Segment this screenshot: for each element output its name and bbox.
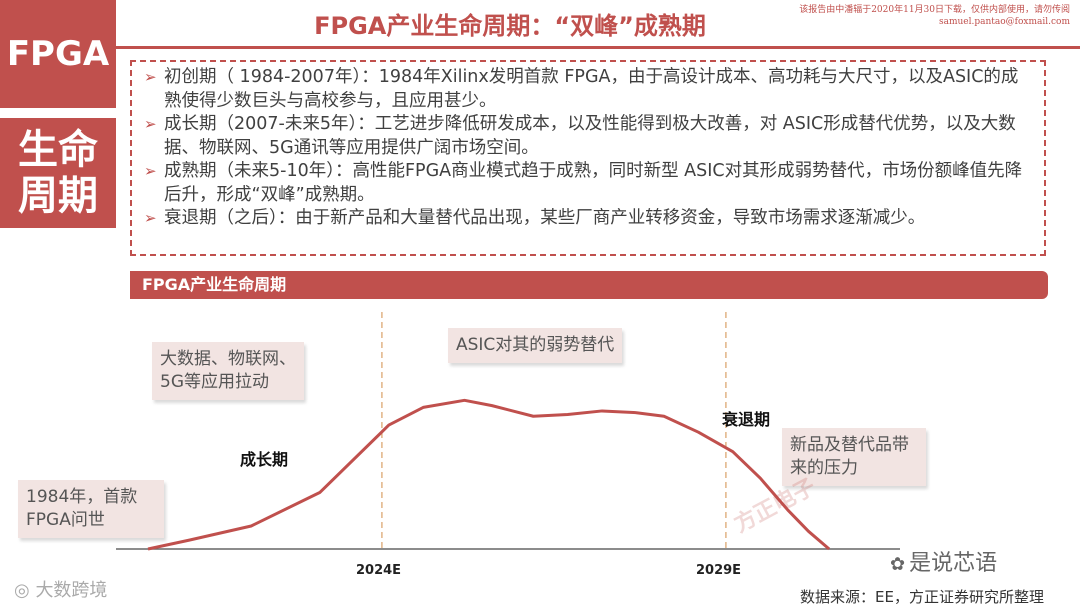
note-new-products: 新品及替代品带来的压力 xyxy=(782,428,926,486)
phase-description-box: ➢ 初创期（ 1984-2007年）：1984年Xilinx发明首款 FPGA，由… xyxy=(130,60,1046,256)
note-start: 1984年，首款FPGA问世 xyxy=(18,480,164,538)
bullet-startup-text: 初创期（ 1984-2007年）：1984年Xilinx发明首款 FPGA，由于… xyxy=(164,67,1019,111)
data-source: 数据来源：EE，方正证券研究所整理 xyxy=(800,588,1044,606)
sidebar-lifecycle-label: 生命 周期 xyxy=(0,118,116,228)
sidebar-lifecycle-line2: 周期 xyxy=(18,173,98,219)
lifecycle-line-0 xyxy=(147,398,831,551)
title-divider xyxy=(116,46,1080,49)
wechat-icon: ✿ xyxy=(890,554,906,575)
arrow-icon: ➢ xyxy=(144,162,157,180)
arrow-icon: ➢ xyxy=(144,115,157,133)
x-tick-2024e: 2024E xyxy=(356,563,402,578)
bullet-decline: ➢ 衰退期（之后）：由于新产品和大量替代品出现，某些厂商产业转移资金，导致市场需求… xyxy=(144,207,1032,231)
sidebar-fpga-label: FPGA xyxy=(0,0,116,108)
download-watermark: 该报告由中潘辐于2020年11月30日下载，仅供内部使用，请勿传阅 samuel… xyxy=(799,4,1070,28)
note-growth-driver: 大数据、物联网、5G等应用拉动 xyxy=(152,342,304,400)
sidebar-lifecycle-line1: 生命 xyxy=(18,127,98,173)
phase-label-decline: 衰退期 xyxy=(722,410,771,429)
bullet-growth: ➢ 成长期（2007-未来5年）：工艺进步降低研发成本，以及性能得到极大改善，对 … xyxy=(144,113,1032,160)
wechat-watermark: ✿ 是说芯语 xyxy=(890,545,997,577)
note-asic: ASIC对其的弱势替代 xyxy=(448,328,623,363)
phase-label-growth: 成长期 xyxy=(240,450,289,469)
bullet-growth-text: 成长期（2007-未来5年）：工艺进步降低研发成本，以及性能得到极大改善，对 A… xyxy=(164,114,1016,158)
bullet-mature-text: 成熟期（未来5-10年）：高性能FPGA商业模式趋于成熟，同时新型 ASIC对其… xyxy=(164,161,1023,205)
download-watermark-line1: 该报告由中潘辐于2020年11月30日下载，仅供内部使用，请勿传阅 xyxy=(799,5,1070,15)
arrow-icon: ➢ xyxy=(144,209,157,227)
page-title: FPGA产业生命周期：“双峰”成熟期 xyxy=(314,12,706,40)
bullet-decline-text: 衰退期（之后）：由于新产品和大量替代品出现，某些厂商产业转移资金，导致市场需求逐… xyxy=(164,208,926,228)
bottom-watermark-text: 大数跨境 xyxy=(35,580,108,601)
bullet-startup: ➢ 初创期（ 1984-2007年）：1984年Xilinx发明首款 FPGA，由… xyxy=(144,66,1032,113)
download-watermark-line2: samuel.pantao@foxmail.com xyxy=(938,17,1070,27)
chart-header: FPGA产业生命周期 xyxy=(130,271,1048,299)
bottom-watermark: ◎ 大数跨境 xyxy=(14,580,108,601)
x-tick-2029e: 2029E xyxy=(696,563,742,578)
wechat-watermark-text: 是说芯语 xyxy=(909,551,998,576)
bullet-mature: ➢ 成熟期（未来5-10年）：高性能FPGA商业模式趋于成熟，同时新型 ASIC对… xyxy=(144,160,1032,207)
arrow-icon: ➢ xyxy=(144,68,157,86)
